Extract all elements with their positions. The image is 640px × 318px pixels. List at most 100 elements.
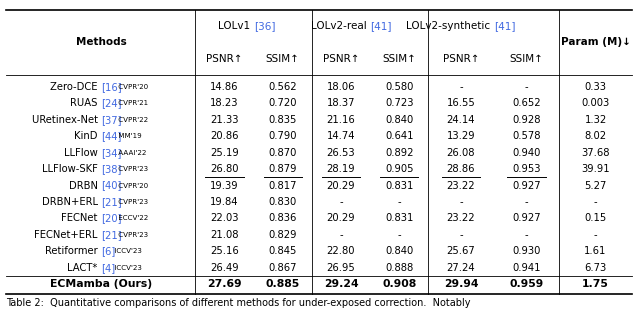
Text: [24]: [24] (101, 98, 122, 108)
Text: 14.74: 14.74 (326, 131, 355, 141)
Text: 0.930: 0.930 (512, 246, 541, 256)
Text: [41]: [41] (370, 21, 392, 31)
Text: -: - (397, 230, 401, 240)
Text: 0.562: 0.562 (268, 82, 297, 92)
Text: -: - (339, 230, 343, 240)
Text: 21.08: 21.08 (211, 230, 239, 240)
Text: 27.24: 27.24 (447, 263, 476, 273)
Text: 20.29: 20.29 (326, 181, 355, 190)
Text: [36]: [36] (253, 21, 275, 31)
Text: Methods: Methods (76, 38, 126, 47)
Text: 29.24: 29.24 (324, 279, 358, 289)
Text: 0.831: 0.831 (385, 213, 413, 224)
Text: SSIM↑: SSIM↑ (266, 54, 300, 64)
Text: 18.23: 18.23 (211, 98, 239, 108)
Text: 23.22: 23.22 (447, 213, 476, 224)
Text: 21.33: 21.33 (211, 115, 239, 125)
Text: Retiformer: Retiformer (45, 246, 101, 256)
Text: 0.580: 0.580 (385, 82, 413, 92)
Text: 25.67: 25.67 (447, 246, 476, 256)
Text: LLFlow: LLFlow (64, 148, 101, 158)
Text: URetinex-Net: URetinex-Net (32, 115, 101, 125)
Text: [44]: [44] (101, 131, 122, 141)
Text: PSNR↑: PSNR↑ (206, 54, 243, 64)
Text: -: - (397, 197, 401, 207)
Text: 23.22: 23.22 (447, 181, 476, 190)
Text: PSNR↑: PSNR↑ (323, 54, 359, 64)
Text: SSIM↑: SSIM↑ (509, 54, 543, 64)
Text: 0.845: 0.845 (269, 246, 297, 256)
Text: 0.830: 0.830 (269, 197, 297, 207)
Text: 1.61: 1.61 (584, 246, 607, 256)
Text: Param (M)↓: Param (M)↓ (561, 38, 630, 47)
Text: -: - (459, 230, 463, 240)
Text: -: - (525, 197, 528, 207)
Text: FECNet: FECNet (61, 213, 101, 224)
Text: 26.80: 26.80 (211, 164, 239, 174)
Text: -: - (459, 197, 463, 207)
Text: DRBN+ERL: DRBN+ERL (42, 197, 101, 207)
Text: 0.908: 0.908 (382, 279, 416, 289)
Text: 19.39: 19.39 (211, 181, 239, 190)
Text: 20.29: 20.29 (326, 213, 355, 224)
Text: DRBN: DRBN (69, 181, 101, 190)
Text: [6]: [6] (101, 246, 115, 256)
Text: 25.16: 25.16 (210, 246, 239, 256)
Text: 39.91: 39.91 (581, 164, 610, 174)
Text: [34]: [34] (101, 148, 122, 158)
Text: Table 2:  Quantitative comparisons of different methods for under-exposed correc: Table 2: Quantitative comparisons of dif… (6, 299, 471, 308)
Text: LOLv1: LOLv1 (218, 21, 253, 31)
Text: 8.02: 8.02 (584, 131, 607, 141)
Text: 22.03: 22.03 (211, 213, 239, 224)
Text: 1.32: 1.32 (584, 115, 607, 125)
Text: 28.19: 28.19 (326, 164, 355, 174)
Text: -: - (339, 197, 343, 207)
Text: -: - (594, 197, 597, 207)
Text: 0.003: 0.003 (581, 98, 610, 108)
Text: 0.723: 0.723 (385, 98, 413, 108)
Text: [4]: [4] (101, 263, 115, 273)
Text: 18.37: 18.37 (326, 98, 355, 108)
Text: KinD: KinD (74, 131, 101, 141)
Text: 0.870: 0.870 (269, 148, 297, 158)
Text: -: - (459, 82, 463, 92)
Text: 0.578: 0.578 (512, 131, 541, 141)
Text: 0.720: 0.720 (269, 98, 297, 108)
Text: SSIM↑: SSIM↑ (382, 54, 416, 64)
Text: 0.885: 0.885 (266, 279, 300, 289)
Text: 0.888: 0.888 (385, 263, 413, 273)
Text: [21]: [21] (101, 197, 122, 207)
Text: PSNR↑: PSNR↑ (443, 54, 479, 64)
Text: FECNet+ERL: FECNet+ERL (35, 230, 101, 240)
Text: 0.836: 0.836 (269, 213, 297, 224)
Text: 0.905: 0.905 (385, 164, 413, 174)
Text: [40]: [40] (101, 181, 122, 190)
Text: 0.959: 0.959 (509, 279, 543, 289)
Text: 26.53: 26.53 (326, 148, 355, 158)
Text: 26.49: 26.49 (211, 263, 239, 273)
Text: 0.831: 0.831 (385, 181, 413, 190)
Text: CVPR'23: CVPR'23 (116, 166, 148, 172)
Text: CVPR'23: CVPR'23 (116, 232, 148, 238)
Text: 0.867: 0.867 (269, 263, 297, 273)
Text: -: - (525, 230, 528, 240)
Text: 0.835: 0.835 (269, 115, 297, 125)
Text: 0.829: 0.829 (269, 230, 297, 240)
Text: 37.68: 37.68 (581, 148, 610, 158)
Text: 13.29: 13.29 (447, 131, 476, 141)
Text: 19.84: 19.84 (211, 197, 239, 207)
Text: 0.840: 0.840 (385, 115, 413, 125)
Text: 0.817: 0.817 (269, 181, 297, 190)
Text: 0.892: 0.892 (385, 148, 413, 158)
Text: 20.86: 20.86 (211, 131, 239, 141)
Text: ICCV'23: ICCV'23 (113, 265, 142, 271)
Text: 16.55: 16.55 (447, 98, 476, 108)
Text: LOLv2-synthetic: LOLv2-synthetic (406, 21, 493, 31)
Text: 6.73: 6.73 (584, 263, 607, 273)
Text: ECMamba (Ours): ECMamba (Ours) (50, 279, 152, 289)
Text: LOLv2-real: LOLv2-real (311, 21, 370, 31)
Text: 0.928: 0.928 (512, 115, 541, 125)
Text: 0.879: 0.879 (269, 164, 297, 174)
Text: 18.06: 18.06 (326, 82, 355, 92)
Text: 26.08: 26.08 (447, 148, 476, 158)
